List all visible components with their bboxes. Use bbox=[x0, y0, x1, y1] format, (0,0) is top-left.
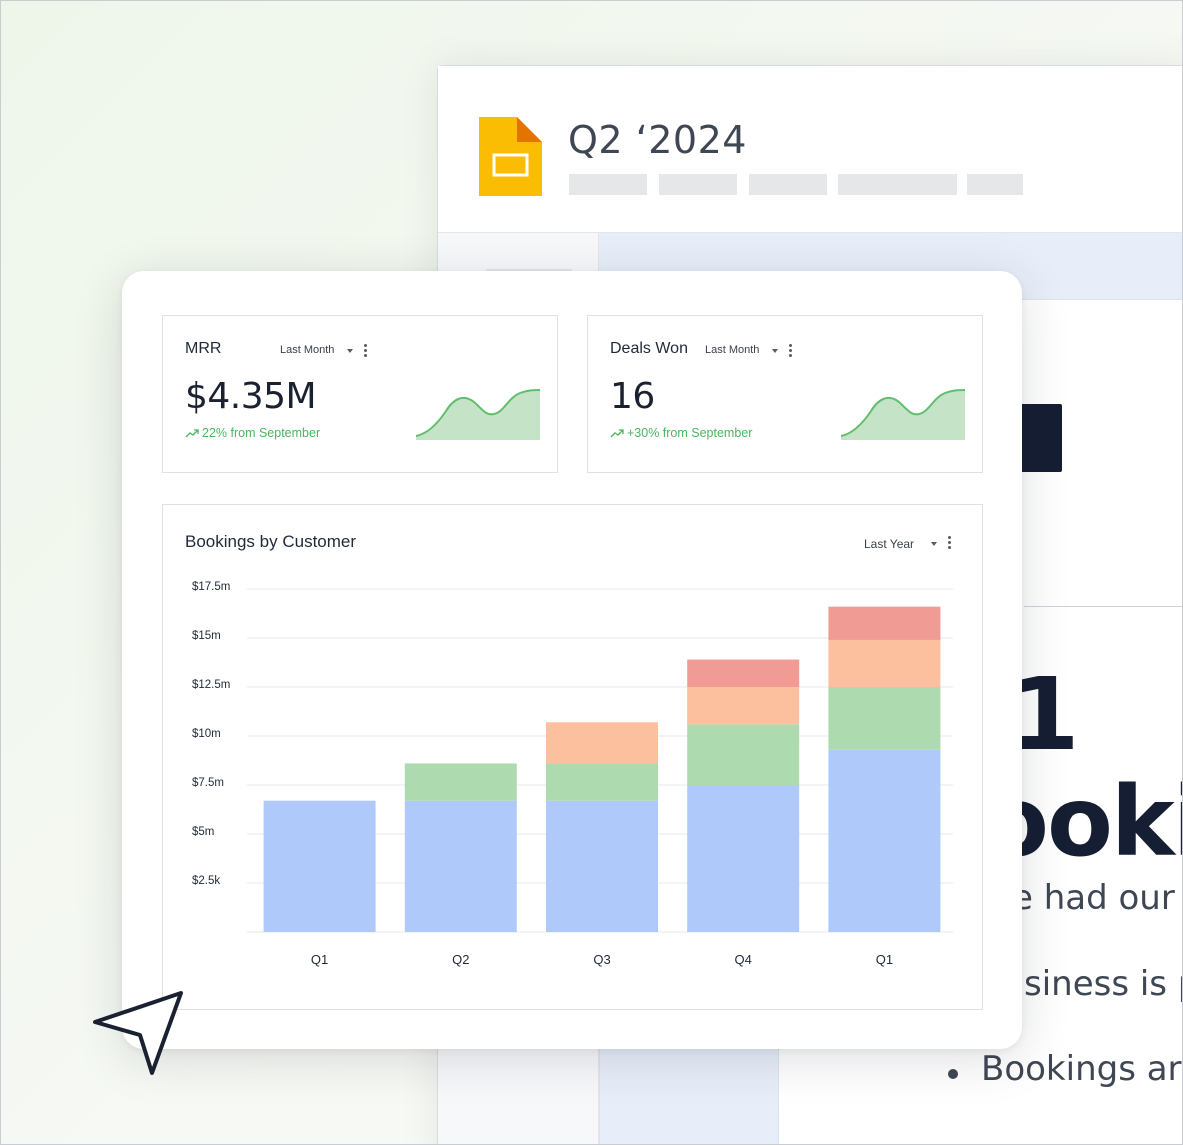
kpi-delta-text: +30% from September bbox=[627, 426, 753, 440]
menu-placeholder bbox=[838, 174, 957, 195]
bar-segment bbox=[828, 749, 941, 932]
deals-won-widget: Deals Won Last Month 16 +30% from Septem… bbox=[587, 315, 983, 473]
trend-up-icon bbox=[185, 429, 199, 438]
x-tick-label: Q2 bbox=[452, 952, 469, 967]
menu-placeholder bbox=[967, 174, 1023, 195]
menu-placeholder bbox=[659, 174, 737, 195]
kpi-title: Deals Won bbox=[610, 340, 688, 357]
y-tick-label: $17.5m bbox=[192, 581, 230, 593]
more-options-icon[interactable] bbox=[789, 344, 792, 359]
bar-segment bbox=[828, 606, 941, 640]
menu-placeholder bbox=[569, 174, 647, 195]
bar-segment bbox=[546, 763, 658, 801]
chevron-down-icon[interactable] bbox=[931, 542, 937, 546]
slide-body-line: e had our bbox=[1012, 878, 1175, 918]
slide-divider bbox=[1024, 606, 1182, 607]
kpi-value: $4.35M bbox=[185, 376, 317, 417]
y-tick-label: $12.5m bbox=[192, 679, 230, 691]
slide-strip bbox=[599, 1046, 779, 1144]
chart-title: Bookings by Customer bbox=[185, 532, 357, 551]
bookings-chart-widget: Bookings by Customer Last Year $2.5k $5m $… bbox=[162, 504, 983, 1010]
kpi-title: MRR bbox=[185, 340, 222, 357]
y-tick-label: $2.5k bbox=[192, 875, 220, 887]
stacked-bar-chart: $2.5k $5m $7.5m $10m $12.5m $15m $17.5m Q1 Q2 Q3 Q… bbox=[192, 581, 953, 967]
x-tick-label: Q4 bbox=[735, 952, 752, 967]
kpi-delta-text: 22% from September bbox=[202, 426, 321, 440]
bullet-icon bbox=[948, 1069, 958, 1079]
cursor-arrow-icon bbox=[93, 991, 183, 1075]
bar-segment bbox=[546, 800, 658, 932]
period-dropdown[interactable]: Last Month bbox=[280, 344, 335, 356]
x-tick-label: Q1 bbox=[311, 952, 328, 967]
kpi-delta: 22% from September bbox=[185, 426, 320, 440]
bar-segment bbox=[546, 722, 658, 764]
y-tick-label: $15m bbox=[192, 630, 221, 642]
kpi-delta: +30% from September bbox=[610, 426, 752, 440]
kpi-value: 16 bbox=[610, 376, 655, 417]
x-tick-label: Q1 bbox=[876, 952, 893, 967]
bar-segment bbox=[687, 687, 800, 725]
bar-segment bbox=[828, 639, 941, 687]
x-tick-label: Q3 bbox=[593, 952, 610, 967]
sparkline bbox=[416, 389, 540, 440]
mrr-widget: MRR Last Month $4.35M 22% from September bbox=[162, 315, 558, 473]
presentation-title[interactable]: Q2 ‘2024 bbox=[568, 118, 747, 162]
bar-segment bbox=[687, 724, 800, 785]
more-options-icon[interactable] bbox=[948, 536, 951, 551]
trend-up-icon bbox=[610, 429, 624, 438]
menu-placeholder bbox=[749, 174, 827, 195]
bar-segment bbox=[828, 687, 941, 750]
bar-segment bbox=[687, 785, 800, 932]
chevron-down-icon[interactable] bbox=[772, 349, 778, 353]
bar-segment bbox=[404, 763, 517, 801]
more-options-icon[interactable] bbox=[364, 344, 367, 359]
period-dropdown[interactable]: Last Month bbox=[705, 344, 760, 356]
bar-segment bbox=[404, 800, 517, 932]
y-tick-label: $7.5m bbox=[192, 777, 224, 789]
slides-file-icon bbox=[479, 117, 542, 196]
slide-bullet-text: Bookings are bbox=[981, 1049, 1183, 1089]
bar-segment bbox=[687, 659, 800, 687]
y-tick-label: $5m bbox=[192, 826, 214, 838]
bar-segment bbox=[263, 800, 376, 932]
y-tick-label: $10m bbox=[192, 728, 221, 740]
sparkline bbox=[841, 389, 965, 440]
slide-body-line: siness is p bbox=[1024, 964, 1183, 1004]
chevron-down-icon[interactable] bbox=[347, 349, 353, 353]
presentation-header: Q2 ‘2024 bbox=[438, 66, 1182, 233]
period-dropdown[interactable]: Last Year bbox=[864, 537, 915, 551]
dashboard-card: MRR Last Month $4.35M 22% from September… bbox=[122, 271, 1022, 1049]
